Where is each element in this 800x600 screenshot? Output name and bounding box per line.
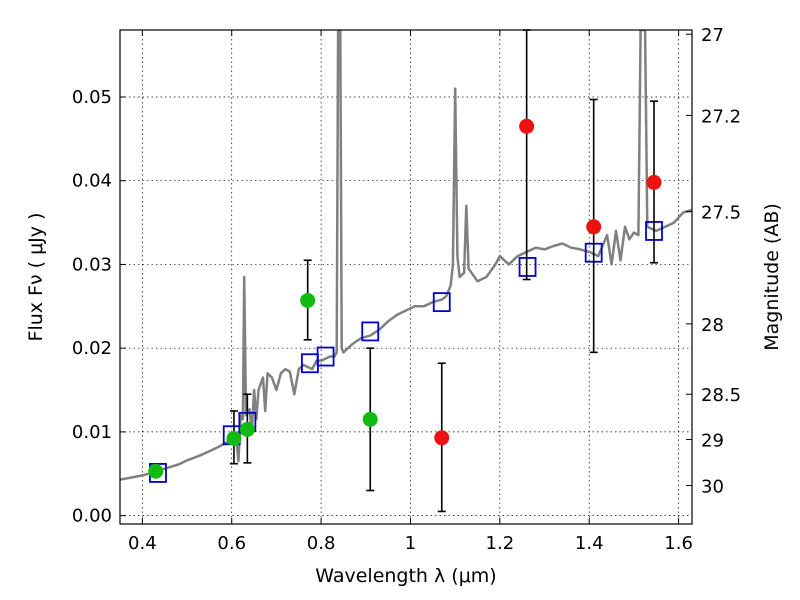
model-spectrum-line: [120, 30, 692, 481]
x-tick-label: 0.6: [217, 533, 246, 554]
right-tick-label: 27.5: [701, 203, 741, 224]
axis-ticks: 0.4 0.6 0.8 1 1.2 1.4 1.6 0.00 0.01 0.02 0.03 0.04 0…: [72, 25, 741, 554]
observed-flux-point: [226, 431, 242, 447]
right-axis-title: Magnitude (AB): [761, 203, 783, 351]
x-tick-label: 1.6: [664, 533, 693, 554]
right-tick-label: 28: [701, 315, 724, 336]
observed-flux-point: [586, 219, 602, 235]
y-tick-label: 0.04: [72, 171, 112, 192]
data-layer: [120, 30, 692, 481]
model-flux-square: [316, 346, 335, 367]
model-flux-square: [432, 292, 451, 313]
plot-background: [120, 30, 692, 524]
model-flux-square: [518, 257, 537, 277]
right-tick-label: 27.2: [701, 106, 741, 127]
y-tick-label: 0.01: [72, 422, 112, 443]
observed-flux-point: [239, 421, 255, 437]
y-tick-label: 0.00: [72, 506, 112, 527]
grid: [120, 30, 692, 524]
observed-flux-point: [300, 292, 316, 308]
y-tick-label: 0.05: [72, 87, 112, 108]
x-tick-label: 1.2: [486, 533, 515, 554]
error-bars: [148, 29, 663, 513]
observed-flux-point: [148, 463, 164, 479]
y-tick-label: 0.02: [72, 338, 112, 359]
right-axis-title-text: Magnitude (AB): [761, 203, 783, 351]
y-axis-title: Flux Fν ( μJy ): [25, 213, 47, 342]
model-flux-square: [361, 321, 380, 342]
observed-flux-point: [362, 411, 378, 427]
observed-flux-point: [519, 118, 535, 134]
x-axis-title-text: Wavelength λ (μm): [315, 565, 496, 587]
observed-flux-point: [434, 430, 450, 446]
x-tick-label: 0.4: [128, 533, 157, 554]
right-tick-label: 30: [701, 476, 724, 497]
right-tick-label: 29: [701, 430, 724, 451]
y-tick-label: 0.03: [72, 254, 112, 275]
y-axis-title-text: Flux Fν ( μJy ): [25, 213, 47, 342]
right-tick-label: 27: [701, 25, 724, 46]
x-tick-label: 1: [405, 533, 416, 554]
observed-flux-point: [646, 174, 662, 190]
x-tick-label: 0.8: [307, 533, 336, 554]
x-tick-label: 1.4: [575, 533, 604, 554]
plot-frame: [119, 29, 693, 525]
right-tick-label: 28.5: [701, 385, 741, 406]
x-axis-title: Wavelength λ (μm): [315, 565, 496, 587]
